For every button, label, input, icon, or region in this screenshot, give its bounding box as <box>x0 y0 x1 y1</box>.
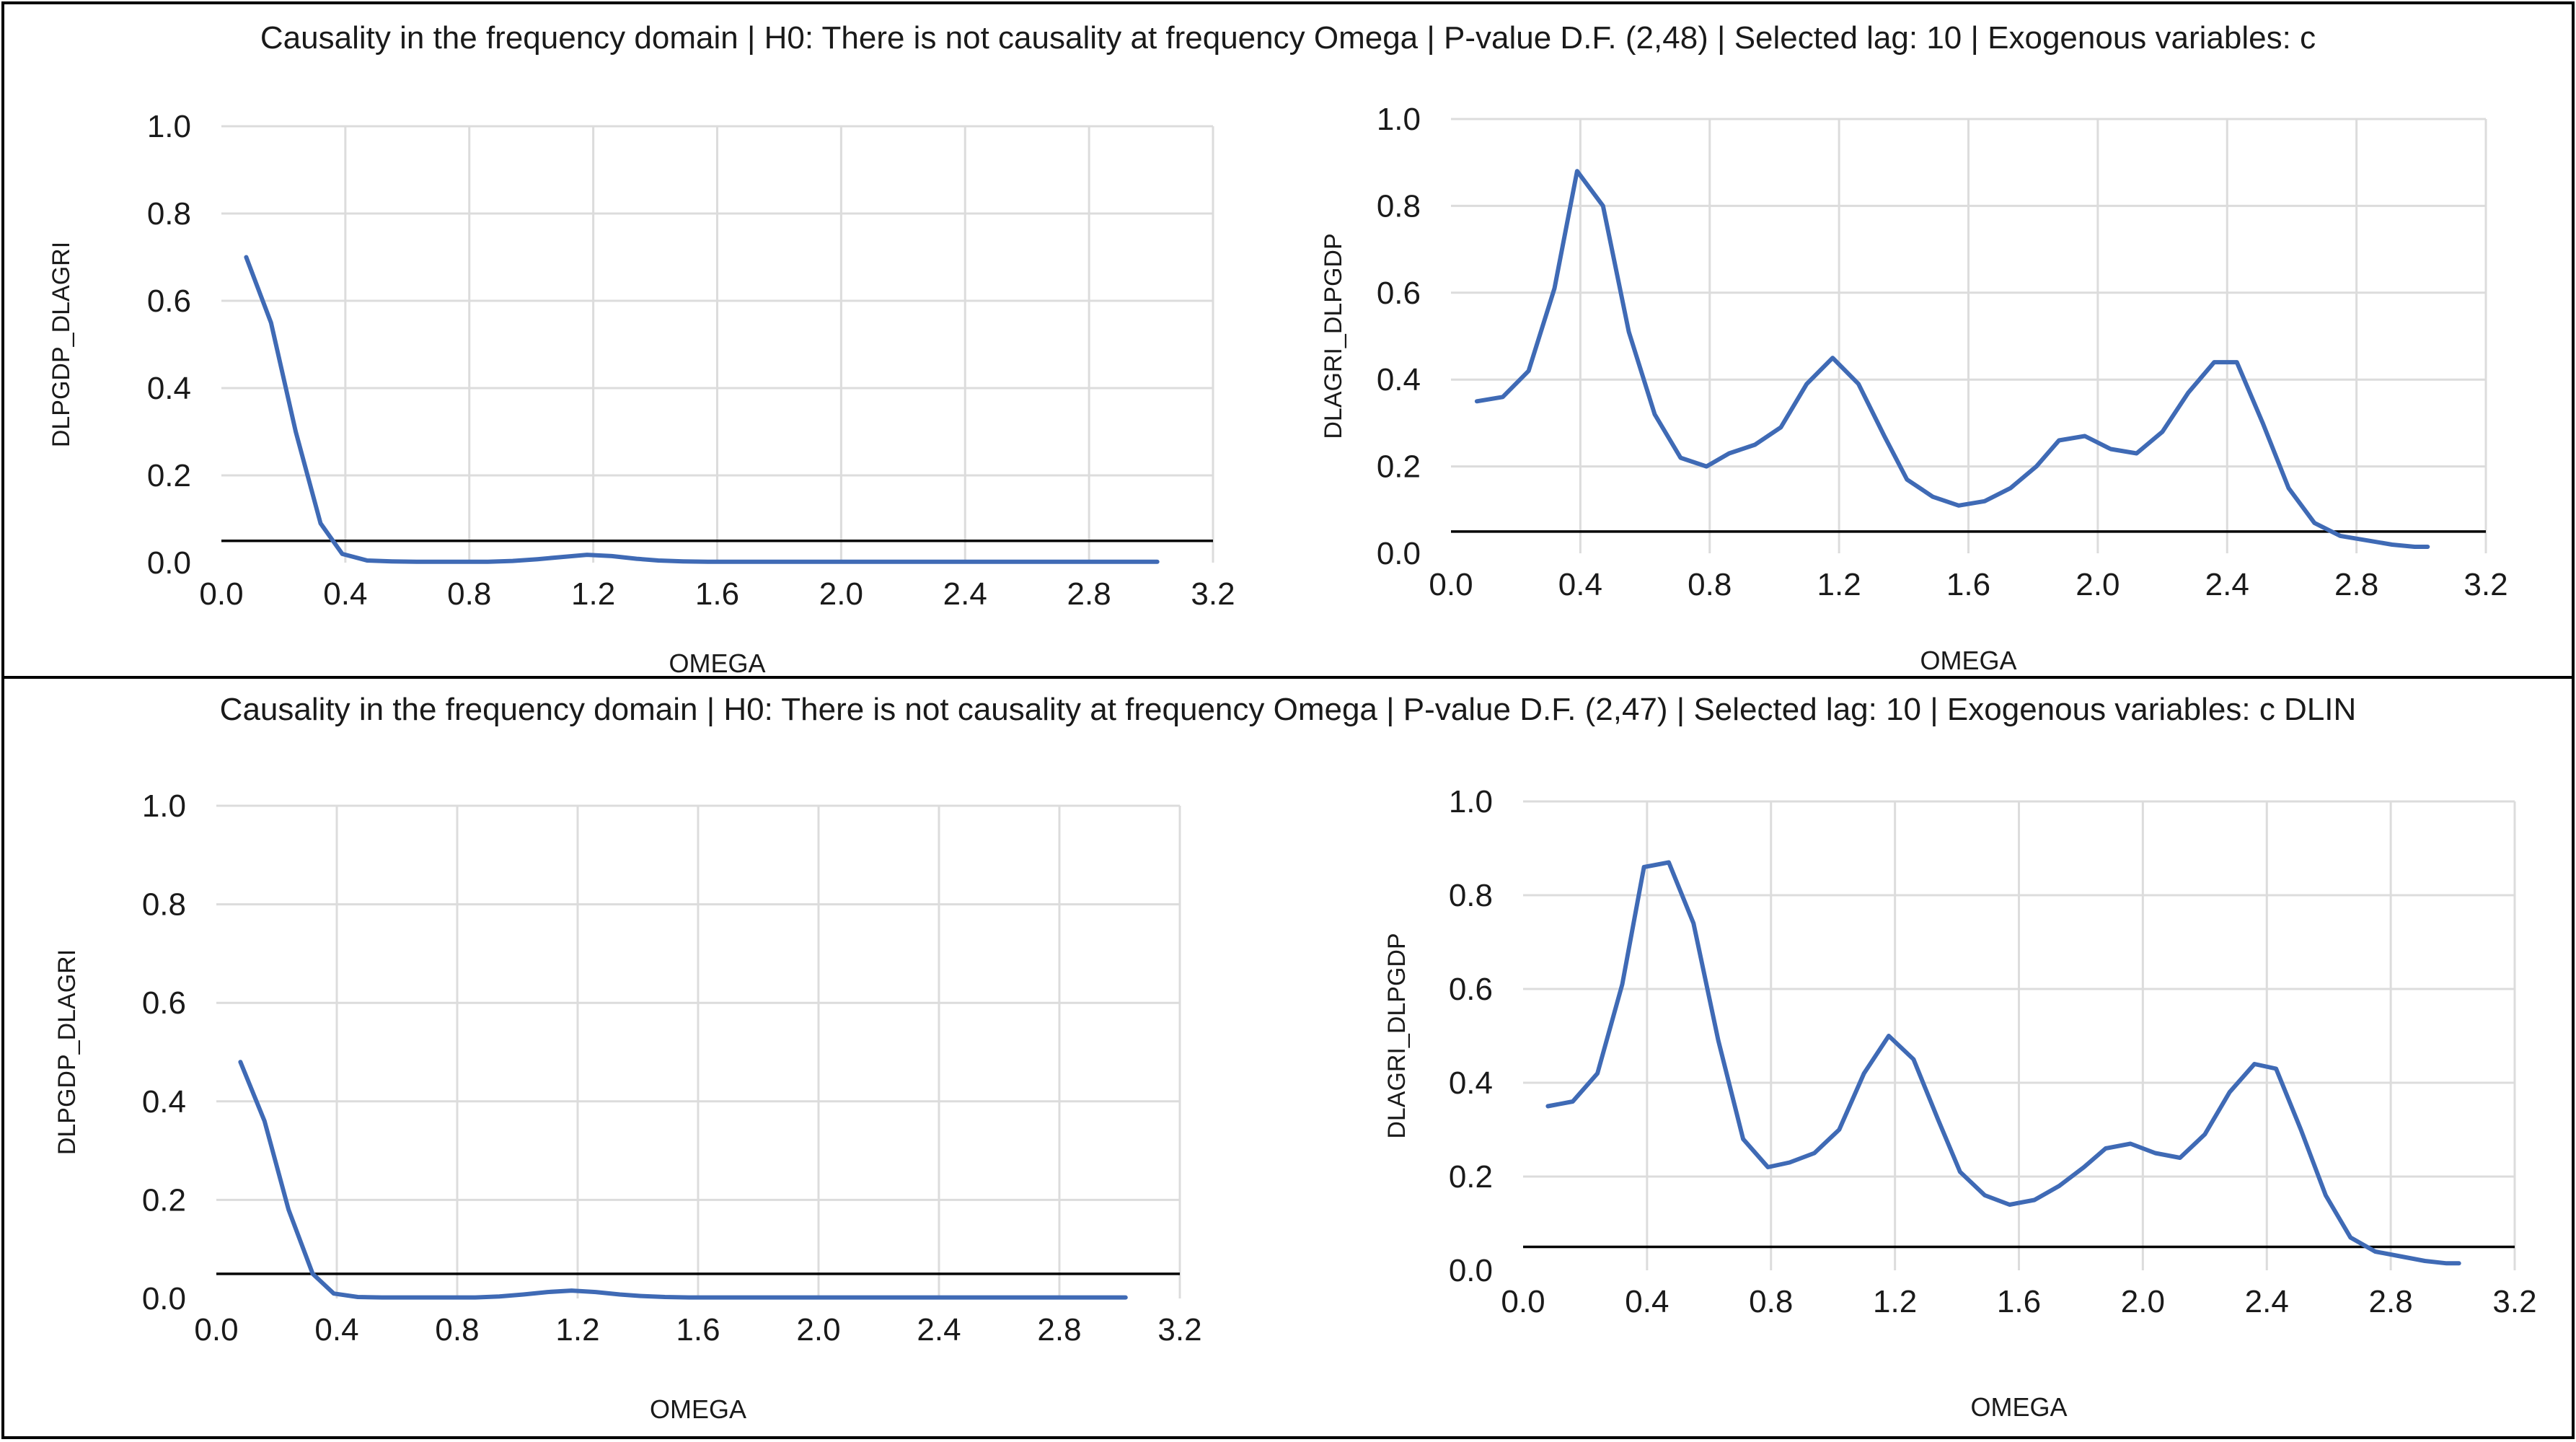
y-tick-label: 0.4 <box>1377 362 1421 397</box>
y-tick-label: 0.4 <box>142 1084 186 1120</box>
y-tick-label: 0.6 <box>142 985 186 1021</box>
x-tick-label: 2.8 <box>1037 1312 1081 1348</box>
x-tick-label: 0.8 <box>1749 1284 1793 1319</box>
x-tick-label: 3.2 <box>1157 1312 1201 1348</box>
y-tick-label: 0.4 <box>147 371 191 406</box>
x-axis-label: OMEGA <box>669 649 765 678</box>
chart-top-right: 0.0 0.2 0.4 0.6 0.8 1.0 0.0 0.4 0.8 1.2 1.6 2.0 2.4 2… <box>1320 102 2508 675</box>
x-tick-label: 1.6 <box>1997 1284 2041 1319</box>
panel-title-bottom: Causality in the frequency domain | H0: … <box>220 692 2357 727</box>
panel-title-top: Causality in the frequency domain | H0: … <box>260 20 2316 56</box>
y-tick-label: 0.6 <box>1377 276 1421 311</box>
y-tick-label: 0.8 <box>147 196 191 232</box>
y-axis-label: DLPGDP_DLAGRI <box>48 242 75 447</box>
x-tick-label: 0.4 <box>1558 567 1602 602</box>
y-tick-label: 1.0 <box>147 109 191 144</box>
series-line <box>1474 169 2430 549</box>
x-tick-label: 2.8 <box>1067 576 1111 612</box>
series-line <box>1545 860 2461 1266</box>
series-line <box>238 1060 1128 1300</box>
x-tick-label: 1.2 <box>1873 1284 1917 1319</box>
y-tick-label: 1.0 <box>142 788 186 824</box>
y-tick-label: 0.0 <box>1377 536 1421 571</box>
x-tick-label: 1.6 <box>1946 567 1990 602</box>
y-tick-label: 0.2 <box>147 458 191 493</box>
x-tick-label: 2.4 <box>2205 567 2249 602</box>
y-tick-label: 0.6 <box>1449 972 1493 1007</box>
x-tick-label: 0.8 <box>435 1312 479 1348</box>
x-axis-label: OMEGA <box>650 1394 746 1424</box>
x-tick-label: 0.0 <box>194 1312 238 1348</box>
x-tick-label: 1.2 <box>1817 567 1861 602</box>
x-tick-label: 0.4 <box>323 576 367 612</box>
y-axis-label: DLAGRI_DLPGDP <box>1383 933 1411 1138</box>
x-tick-label: 0.8 <box>447 576 491 612</box>
x-tick-label: 2.8 <box>2369 1284 2413 1319</box>
y-tick-label: 0.8 <box>1449 878 1493 913</box>
y-tick-label: 0.4 <box>1449 1065 1493 1101</box>
x-tick-label: 2.0 <box>796 1312 840 1348</box>
y-tick-label: 1.0 <box>1377 102 1421 137</box>
x-tick-label: 2.4 <box>943 576 987 612</box>
y-axis-label: DLAGRI_DLPGDP <box>1320 233 1347 439</box>
x-tick-label: 0.0 <box>199 576 243 612</box>
x-tick-label: 1.2 <box>571 576 615 612</box>
y-tick-label: 0.8 <box>1377 188 1421 224</box>
y-tick-label: 0.2 <box>1377 449 1421 485</box>
x-tick-label: 1.6 <box>695 576 739 612</box>
panel-frame-bottom <box>1 676 2575 1439</box>
y-tick-label: 0.0 <box>142 1281 186 1316</box>
x-tick-label: 0.0 <box>1429 567 1473 602</box>
y-tick-label: 0.0 <box>1449 1253 1493 1288</box>
x-tick-label: 0.4 <box>314 1312 358 1348</box>
chart-bottom-right: 0.0 0.2 0.4 0.6 0.8 1.0 0.0 0.4 0.8 1.2 1.6 2.0 2.4 2… <box>1383 784 2537 1422</box>
x-tick-label: 2.8 <box>2334 567 2378 602</box>
y-tick-label: 0.2 <box>142 1182 186 1218</box>
series-line <box>244 255 1160 564</box>
x-tick-label: 0.4 <box>1625 1284 1669 1319</box>
chart-top-left: 0.0 0.2 0.4 0.6 0.8 1.0 0.0 0.4 0.8 1.2 1.6 2.0 2.4 2… <box>48 109 1235 678</box>
x-tick-label: 3.2 <box>2463 567 2507 602</box>
x-tick-label: 2.0 <box>2076 567 2120 602</box>
y-tick-label: 1.0 <box>1449 784 1493 819</box>
x-tick-label: 1.2 <box>555 1312 599 1348</box>
x-tick-label: 1.6 <box>676 1312 720 1348</box>
y-tick-label: 0.0 <box>147 545 191 581</box>
x-tick-label: 2.4 <box>917 1312 961 1348</box>
x-tick-label: 0.0 <box>1501 1284 1545 1319</box>
y-axis-label: DLPGDP_DLAGRI <box>53 949 81 1155</box>
x-tick-label: 0.8 <box>1688 567 1732 602</box>
x-tick-label: 3.2 <box>2492 1284 2536 1319</box>
x-axis-label: OMEGA <box>1920 646 2016 675</box>
y-tick-label: 0.2 <box>1449 1159 1493 1195</box>
x-tick-label: 2.0 <box>819 576 863 612</box>
y-tick-label: 0.6 <box>147 283 191 319</box>
chart-bottom-left: 0.0 0.2 0.4 0.6 0.8 1.0 0.0 0.4 0.8 1.2 1.6 2.0 2.4 2… <box>53 788 1202 1424</box>
y-tick-label: 0.8 <box>142 887 186 923</box>
x-tick-label: 2.4 <box>2245 1284 2289 1319</box>
x-tick-label: 3.2 <box>1191 576 1235 612</box>
x-axis-label: OMEGA <box>1970 1392 2067 1422</box>
x-tick-label: 2.0 <box>2121 1284 2165 1319</box>
